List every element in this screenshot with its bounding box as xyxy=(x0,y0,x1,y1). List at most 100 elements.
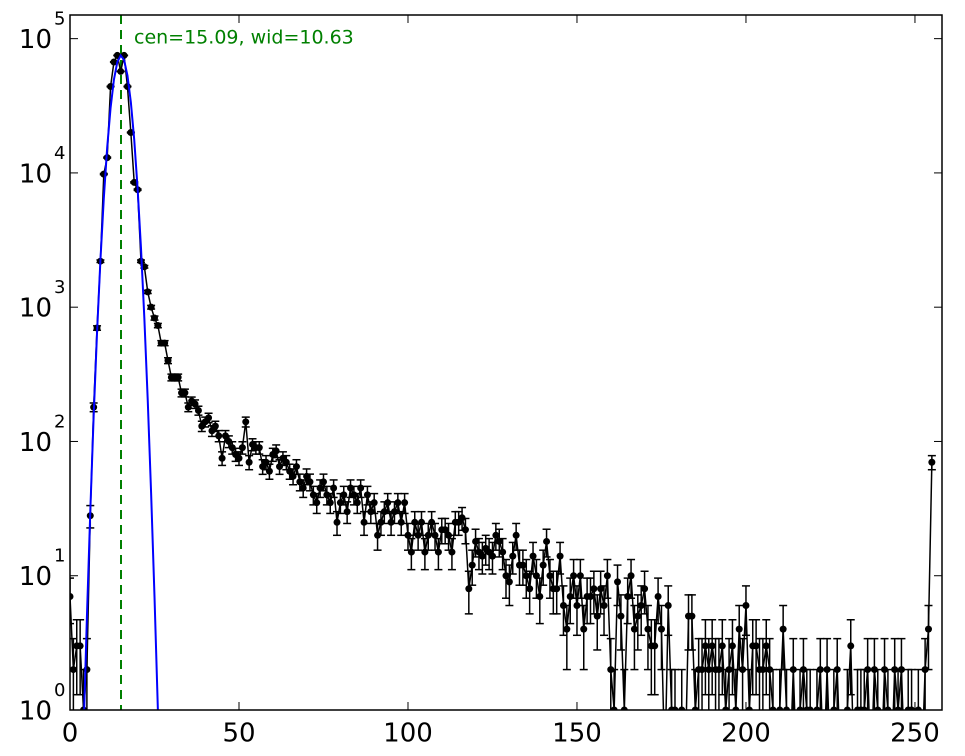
data-point xyxy=(235,454,243,462)
data-point xyxy=(401,499,409,507)
x-tick-label: 0 xyxy=(62,719,79,749)
data-point xyxy=(654,593,662,601)
y-tick-label: 10 xyxy=(19,159,52,189)
data-point xyxy=(147,303,155,311)
data-point xyxy=(76,642,84,650)
data-point xyxy=(299,484,307,492)
data-point xyxy=(245,458,253,466)
data-point xyxy=(634,612,642,620)
x-tick-label: 250 xyxy=(890,719,940,749)
data-point xyxy=(620,706,628,710)
data-point xyxy=(745,706,753,710)
data-point xyxy=(255,444,263,452)
data-point xyxy=(441,526,449,534)
data-point xyxy=(238,444,246,452)
data-point xyxy=(512,531,520,539)
data-point xyxy=(150,314,158,322)
data-point xyxy=(769,706,777,710)
data-point xyxy=(688,612,696,620)
data-point xyxy=(806,706,814,710)
data-point xyxy=(691,706,699,710)
data-point xyxy=(908,706,916,710)
data-point xyxy=(519,561,527,569)
data-point xyxy=(313,499,321,507)
data-point xyxy=(130,178,138,186)
data-point xyxy=(894,706,902,710)
data-point xyxy=(161,339,169,347)
data-point xyxy=(860,706,868,710)
data-point xyxy=(350,491,358,499)
data-point xyxy=(546,572,554,580)
axes-frame xyxy=(69,14,943,711)
data-point xyxy=(735,625,743,633)
data-point xyxy=(739,666,747,674)
data-point xyxy=(678,706,686,710)
data-point xyxy=(705,666,713,674)
y-tick-exponent: 2 xyxy=(54,411,65,432)
data-point xyxy=(779,625,787,633)
data-point xyxy=(884,706,892,710)
data-point xyxy=(874,706,882,710)
data-point xyxy=(543,537,551,545)
data-point xyxy=(843,706,851,710)
data-point xyxy=(590,585,598,593)
data-point xyxy=(563,625,571,633)
data-point xyxy=(570,572,578,580)
data-point xyxy=(664,602,672,610)
data-point xyxy=(573,602,581,610)
data-point xyxy=(502,572,510,580)
data-point xyxy=(411,518,419,526)
data-point xyxy=(333,518,341,526)
data-point xyxy=(624,593,632,601)
data-point xyxy=(316,484,324,492)
data-point xyxy=(478,552,486,560)
data-point xyxy=(306,478,314,486)
data-point xyxy=(701,642,709,650)
data-point xyxy=(509,552,517,560)
data-point xyxy=(215,432,223,440)
data-point xyxy=(434,548,442,556)
data-point xyxy=(759,666,767,674)
data-point xyxy=(242,418,250,426)
x-tick-label: 50 xyxy=(222,719,255,749)
data-point xyxy=(864,666,872,674)
data-point xyxy=(553,585,561,593)
data-point xyxy=(394,499,402,507)
data-point xyxy=(718,642,726,650)
data-point xyxy=(526,585,534,593)
data-point xyxy=(360,518,368,526)
data-point xyxy=(522,572,530,580)
data-point xyxy=(387,518,395,526)
data-point xyxy=(813,706,821,710)
data-point xyxy=(431,531,439,539)
data-point xyxy=(164,357,172,365)
data-point xyxy=(715,666,723,674)
data-point xyxy=(357,484,365,492)
data-point xyxy=(144,288,152,296)
data-point xyxy=(319,478,327,486)
data-point xyxy=(465,585,473,593)
annotation: cen=15.09, wid=10.63 xyxy=(134,27,354,49)
data-point xyxy=(789,666,797,674)
data-point xyxy=(363,491,371,499)
data-point xyxy=(174,373,182,381)
x-tick-label: 200 xyxy=(721,719,771,749)
data-point xyxy=(644,625,652,633)
fit-line xyxy=(83,53,159,710)
y-tick-exponent: 3 xyxy=(54,277,65,298)
data-point xyxy=(586,593,594,601)
data-point xyxy=(536,593,544,601)
data-point xyxy=(194,407,202,415)
data-point xyxy=(428,518,436,526)
y-tick-exponent: 5 xyxy=(54,9,65,30)
y-tick-label: 10 xyxy=(19,25,52,55)
data-point xyxy=(725,666,733,674)
data-point xyxy=(539,561,547,569)
data-point xyxy=(468,561,476,569)
data-point xyxy=(272,447,280,455)
data-point xyxy=(461,526,469,534)
data-point xyxy=(617,612,625,620)
data-point xyxy=(384,499,392,507)
data-point xyxy=(776,706,784,710)
